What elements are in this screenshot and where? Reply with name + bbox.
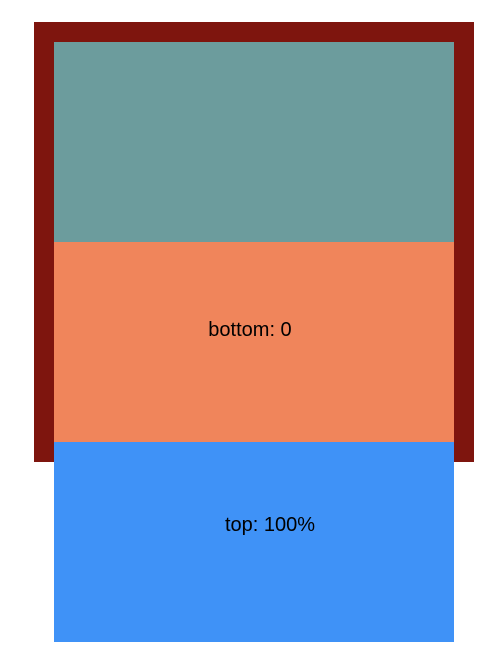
teal-box — [54, 42, 454, 242]
top-100-percent-label: top: 100% — [224, 513, 316, 536]
bottom-zero-label: bottom: 0 — [208, 318, 292, 341]
container-frame — [34, 22, 474, 462]
bottom-zero-box: bottom: 0 — [54, 242, 454, 442]
top-100-percent-box: top: 100% — [54, 442, 454, 642]
